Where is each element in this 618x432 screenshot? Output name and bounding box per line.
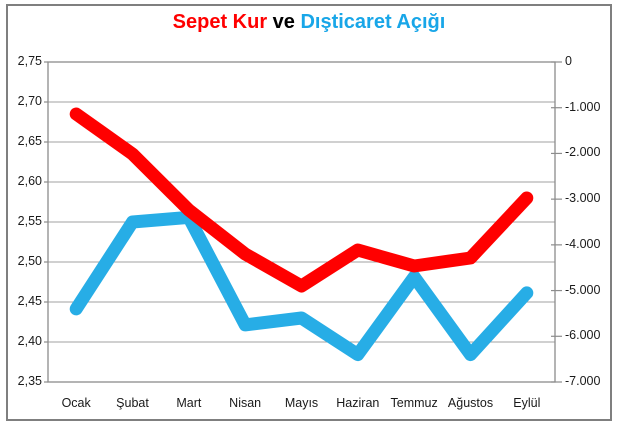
x-axis-category-label: Şubat xyxy=(116,396,149,410)
left-axis-tick-label: 2,45 xyxy=(17,294,42,308)
left-axis-tick-label: 2,55 xyxy=(17,214,42,228)
left-axis-tick-label: 2,75 xyxy=(17,54,42,68)
right-axis-tick-label: -7.000 xyxy=(565,374,601,388)
left-axis-tick-label: 2,70 xyxy=(17,94,42,108)
x-axis-category-label: Eylül xyxy=(513,396,541,410)
right-axis-tick-label: -5.000 xyxy=(565,282,601,297)
left-axis-tick-label: 2,60 xyxy=(17,174,42,188)
title-disticaret-acigi: Dışticaret Açığı xyxy=(300,11,446,33)
chart-title: Sepet Kur ve Dışticaret Açığı xyxy=(0,11,618,34)
left-axis-tick-label: 2,40 xyxy=(17,334,42,348)
right-axis-tick-label: -1.000 xyxy=(565,99,601,114)
x-axis-category-label: Mayıs xyxy=(284,396,319,410)
left-axis-tick-label: 2,50 xyxy=(17,254,42,268)
left-axis-tick-label: 2,35 xyxy=(17,374,42,388)
series-line-sepet-kur xyxy=(69,107,534,293)
title-ve: ve xyxy=(267,11,301,33)
x-axis-category-label: Ocak xyxy=(61,396,91,410)
right-axis-tick-label: -2.000 xyxy=(565,145,601,160)
x-axis-category-label: Mart xyxy=(176,396,202,410)
x-axis-category-label: Ağustos xyxy=(447,396,494,410)
right-axis-tick-label: -6.000 xyxy=(565,328,601,343)
right-axis-tick-label: -3.000 xyxy=(565,191,601,206)
right-axis-tick-label: 0 xyxy=(565,54,572,68)
series-line-disticaret-acigi xyxy=(69,210,534,362)
x-axis-category-label: Nisan xyxy=(229,396,262,410)
left-axis-tick-label: 2,65 xyxy=(17,134,42,148)
x-axis-category-label: Haziran xyxy=(336,396,380,410)
right-axis-tick-label: -4.000 xyxy=(565,236,601,251)
x-axis-category-label: Temmuz xyxy=(390,396,438,410)
title-sepet-kur: Sepet Kur xyxy=(172,11,268,33)
